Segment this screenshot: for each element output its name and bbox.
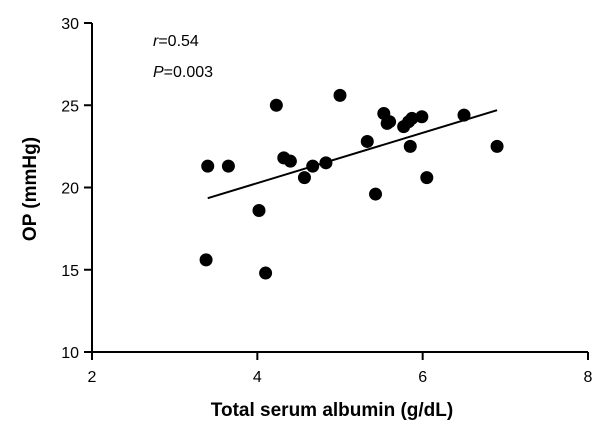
p-symbol: P bbox=[153, 64, 164, 81]
plot-area bbox=[199, 88, 504, 280]
data-point bbox=[403, 139, 417, 153]
data-point bbox=[420, 171, 434, 185]
y-tick-label: 20 bbox=[61, 181, 79, 198]
y-tick-label: 10 bbox=[61, 345, 79, 362]
x-tick-label: 8 bbox=[584, 369, 593, 386]
x-tick-label: 4 bbox=[253, 369, 262, 386]
data-point bbox=[259, 266, 273, 280]
data-point bbox=[333, 88, 347, 102]
data-point bbox=[405, 111, 419, 125]
data-point bbox=[269, 98, 283, 112]
data-point bbox=[297, 171, 311, 185]
data-point bbox=[360, 134, 374, 148]
p-value-annotation: P=0.003 bbox=[153, 64, 213, 81]
x-ticks: 2 4 6 8 bbox=[88, 352, 593, 386]
data-point bbox=[283, 154, 297, 168]
data-point bbox=[201, 159, 215, 173]
y-tick-label: 15 bbox=[61, 263, 79, 280]
y-tick-label: 30 bbox=[61, 16, 79, 33]
data-point bbox=[383, 115, 397, 129]
data-point bbox=[457, 108, 471, 122]
data-point bbox=[199, 253, 213, 267]
x-tick-label: 6 bbox=[418, 369, 427, 386]
data-point bbox=[221, 159, 235, 173]
data-point bbox=[306, 159, 320, 173]
data-point bbox=[319, 156, 333, 170]
r-value: =0.54 bbox=[158, 33, 199, 50]
axes: 2 4 6 8 10 15 20 25 30 bbox=[61, 16, 592, 386]
x-tick-label: 2 bbox=[88, 369, 97, 386]
data-point bbox=[252, 204, 266, 218]
p-value: =0.003 bbox=[164, 64, 213, 81]
correlation-annotation: r=0.54 bbox=[153, 33, 199, 50]
data-point bbox=[369, 187, 383, 201]
y-ticks: 10 15 20 25 30 bbox=[61, 16, 92, 362]
data-point bbox=[490, 139, 504, 153]
x-axis-title: Total serum albumin (g/dL) bbox=[211, 400, 453, 421]
r-symbol: r bbox=[153, 33, 159, 50]
y-tick-label: 25 bbox=[61, 98, 79, 115]
regression-line bbox=[207, 109, 498, 200]
y-axis-title: OP (mmHg) bbox=[20, 137, 41, 241]
data-point bbox=[415, 110, 429, 124]
